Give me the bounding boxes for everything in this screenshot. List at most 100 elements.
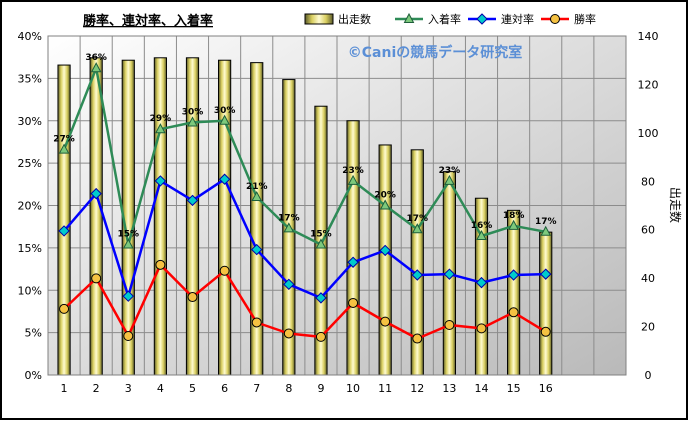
y-left-tick-label: 15%: [18, 242, 42, 255]
marker-triangle: [540, 225, 552, 236]
data-label: 21%: [246, 182, 268, 192]
marker-diamond: [475, 276, 488, 289]
y-right-tick-label: 100: [638, 127, 659, 140]
marker-triangle: [444, 174, 455, 185]
x-tick-label: 13: [442, 382, 456, 395]
marker-triangle: [187, 116, 198, 127]
y-left-tick-label: 10%: [18, 284, 42, 297]
x-tick-label: 6: [221, 382, 228, 395]
marker-circle: [219, 265, 230, 276]
marker-circle: [59, 303, 70, 314]
marker-diamond: [315, 292, 327, 304]
marker-triangle: [283, 222, 295, 233]
marker-circle: [283, 328, 294, 339]
bar: [250, 62, 264, 376]
bar: [57, 64, 71, 376]
plot-border: [47, 35, 627, 376]
x-tick-label: 9: [317, 382, 324, 395]
marker-diamond: [507, 269, 520, 281]
data-label-layer: 27% 36% 15% 29% 30% 30% 21% 17% 15% 23% 20% 17% 23% 1…: [53, 53, 556, 239]
data-label: 17%: [407, 214, 429, 224]
x-tick-label: 7: [253, 382, 260, 395]
marker-circle: [315, 331, 326, 342]
marker-diamond: [283, 278, 295, 291]
series-line: [63, 177, 546, 300]
bar: [185, 57, 200, 376]
x-tick-label: 1: [61, 382, 68, 395]
legend-marker: [550, 14, 560, 24]
marker-diamond: [251, 243, 263, 256]
axis-layer: 0%5%10%15%20%25%30%35%40%020406080100120…: [18, 30, 659, 395]
marker-triangle: [315, 238, 327, 249]
marker-triangle: [379, 199, 391, 210]
legend-label: 入着率: [428, 12, 461, 26]
y-right-tick-label: 120: [638, 78, 659, 91]
x-tick-label: 4: [157, 382, 164, 395]
y-right-tick-label: 20: [641, 321, 655, 334]
data-label: 17%: [278, 213, 300, 223]
series-line: [63, 263, 547, 340]
marker-diamond: [379, 244, 391, 257]
data-label: 29%: [150, 114, 172, 124]
marker-circle: [155, 259, 166, 270]
bar: [153, 57, 167, 376]
data-label: 23%: [439, 166, 461, 176]
marker-diamond: [154, 175, 167, 187]
legend-marker: [403, 12, 415, 23]
x-tick-label: 12: [410, 382, 424, 395]
marker-diamond: [347, 256, 359, 268]
marker-circle: [91, 273, 102, 284]
series-line: [62, 66, 546, 246]
marker-triangle: [411, 223, 423, 234]
y-left-tick-label: 30%: [18, 115, 42, 128]
y-left-tick-label: 5%: [25, 327, 42, 340]
line-layer: [62, 66, 547, 340]
marker-triangle: [90, 62, 102, 73]
y-right-tick-label: 140: [638, 30, 659, 43]
x-tick-label: 10: [346, 382, 360, 395]
legend-label: 連対率: [501, 12, 534, 26]
marker-triangle: [58, 143, 70, 154]
data-label: 15%: [118, 229, 140, 239]
marker-diamond: [186, 194, 199, 207]
marker-circle: [412, 333, 423, 344]
marker-diamond: [90, 187, 102, 200]
marker-circle: [187, 292, 198, 303]
y-right-tick-label: 60: [641, 224, 655, 237]
marker-diamond: [443, 268, 456, 280]
legend-marker: [476, 13, 488, 25]
legend: 出走数 入着率 連対率 勝率: [304, 12, 596, 26]
marker-circle: [540, 326, 551, 337]
data-label: 23%: [342, 166, 364, 176]
marker-circle: [508, 307, 519, 318]
x-tick-label: 11: [378, 382, 392, 395]
y-right-tick-label: 40: [641, 272, 655, 285]
y-left-tick-label: 20%: [18, 200, 42, 213]
marker-circle: [444, 319, 455, 330]
marker-triangle: [122, 238, 134, 249]
marker-triangle: [508, 219, 519, 230]
marker-triangle: [251, 190, 263, 202]
y-left-tick-label: 25%: [18, 157, 42, 170]
marker-diamond: [122, 290, 134, 302]
data-label: 30%: [182, 107, 204, 117]
marker-circle: [380, 316, 391, 327]
marker-triangle: [476, 229, 487, 241]
marker-diamond: [411, 269, 423, 281]
x-tick-label: 3: [125, 382, 132, 395]
data-label: 30%: [214, 106, 236, 116]
marker-circle: [251, 317, 262, 328]
bar: [378, 144, 392, 376]
y-axis-right-label: 出走数: [668, 187, 683, 223]
marker-triangle: [219, 114, 230, 125]
marker-circle: [123, 331, 134, 342]
legend-label: 勝率: [574, 12, 596, 26]
legend-label: 出走数: [338, 12, 371, 26]
legend-swatch-bar: [304, 13, 334, 25]
marker-triangle: [155, 123, 166, 134]
bar: [346, 120, 360, 376]
y-left-tick-label: 35%: [18, 72, 42, 85]
marker-diamond: [218, 173, 231, 185]
grid-layer: [48, 36, 626, 375]
